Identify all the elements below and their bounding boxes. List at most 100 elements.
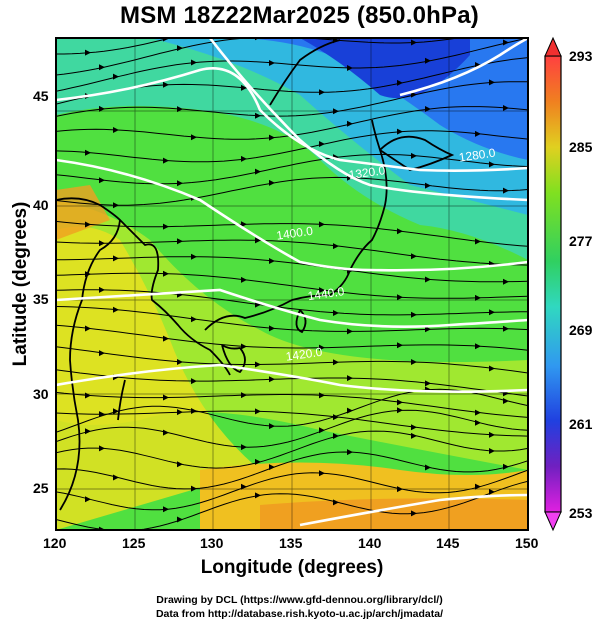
streamline-arrow bbox=[397, 342, 403, 349]
x-tick-label: 120 bbox=[43, 535, 67, 551]
streamline-arrow bbox=[99, 286, 105, 293]
streamline-arrow bbox=[177, 409, 183, 416]
streamline-arrow bbox=[191, 253, 197, 260]
streamline-arrow bbox=[489, 27, 495, 33]
streamline-arrow bbox=[411, 432, 417, 439]
streamline bbox=[56, 38, 461, 76]
streamline-arrow bbox=[269, 59, 275, 66]
streamline-arrow bbox=[85, 428, 91, 435]
streamline-arrow bbox=[177, 238, 183, 245]
streamline-arrow bbox=[503, 278, 509, 285]
streamline-arrow bbox=[241, 155, 247, 162]
streamline-arrow bbox=[425, 464, 431, 471]
streamline-arrow bbox=[347, 328, 353, 335]
streamline-arrow bbox=[85, 49, 91, 56]
y-tick-label: 25 bbox=[33, 480, 49, 496]
streamline-arrow bbox=[503, 39, 509, 46]
streamline-arrow bbox=[347, 64, 353, 71]
streamline-arrow bbox=[255, 237, 261, 244]
streamline-arrow bbox=[177, 45, 183, 52]
streamline bbox=[56, 409, 528, 448]
streamline-arrow bbox=[85, 221, 91, 228]
streamline-arrow bbox=[241, 221, 247, 228]
streamline bbox=[56, 451, 528, 490]
streamline bbox=[56, 289, 528, 316]
streamline-arrow bbox=[319, 427, 325, 434]
streamline-arrow bbox=[333, 499, 339, 506]
streamline bbox=[56, 306, 528, 332]
streamline-arrow bbox=[503, 325, 509, 332]
plot-frame bbox=[55, 37, 529, 531]
streamline-arrow bbox=[475, 343, 481, 350]
streamline-arrow bbox=[241, 276, 247, 283]
streamline-arrow bbox=[397, 79, 403, 86]
streamline bbox=[56, 239, 528, 266]
streamline-arrow bbox=[333, 414, 339, 421]
streamline-arrow bbox=[475, 238, 481, 245]
streamline-arrow bbox=[397, 14, 403, 20]
streamline-arrow bbox=[475, 61, 481, 68]
streamline-arrow bbox=[397, 486, 403, 493]
streamline-arrow bbox=[269, 376, 275, 383]
streamline-arrow bbox=[489, 488, 495, 495]
x-axis-label: Longitude (degrees) bbox=[200, 557, 384, 578]
x-tick-label: 125 bbox=[122, 535, 146, 551]
streamline-arrow bbox=[425, 105, 431, 112]
streamline-arrow bbox=[99, 177, 105, 184]
streamline-arrow bbox=[425, 57, 431, 64]
streamline-arrow bbox=[475, 409, 481, 416]
y-axis-label: Latitude (degrees) bbox=[10, 201, 31, 367]
streamline-arrow bbox=[113, 306, 119, 313]
streamline-arrow bbox=[319, 392, 325, 399]
streamline-arrow bbox=[347, 449, 353, 456]
streamline-arrow bbox=[397, 399, 403, 406]
streamline-arrow bbox=[113, 474, 119, 481]
streamline-arrow bbox=[397, 228, 403, 235]
streamline-arrow bbox=[269, 464, 275, 471]
streamline-arrow bbox=[163, 81, 169, 88]
streamline-arrow bbox=[269, 258, 275, 265]
streamline-arrow bbox=[411, 311, 417, 318]
streamline-arrow bbox=[113, 126, 119, 133]
streamline-arrow bbox=[163, 429, 169, 436]
streamline-arrow bbox=[425, 182, 431, 189]
streamline-arrow bbox=[411, 152, 417, 159]
colorbar-tick-label: 261 bbox=[569, 416, 593, 432]
colorbar-tick-label: 253 bbox=[569, 505, 593, 521]
streamline bbox=[56, 430, 528, 469]
streamline-arrow bbox=[241, 16, 247, 22]
streamline-arrow bbox=[99, 445, 105, 452]
x-tick-label: 140 bbox=[358, 535, 382, 551]
streamline-arrow bbox=[347, 375, 353, 382]
streamline-arrow bbox=[255, 408, 261, 415]
streamline-arrow bbox=[489, 447, 495, 454]
chart-title: MSM 18Z22Mar2025 (850.0hPa) bbox=[120, 2, 479, 29]
streamline-arrow bbox=[489, 79, 495, 86]
streamline-arrow bbox=[241, 444, 247, 451]
streamline-arrow bbox=[255, 112, 261, 119]
streamline-arrow bbox=[475, 130, 481, 137]
streamline-arrow bbox=[113, 73, 119, 80]
streamline-arrow bbox=[333, 243, 339, 250]
y-tick-label: 35 bbox=[33, 291, 49, 307]
streamline-arrow bbox=[269, 423, 275, 430]
streamline-arrow bbox=[475, 419, 481, 426]
streamline-arrow bbox=[319, 141, 325, 148]
streamline-arrow bbox=[489, 309, 495, 316]
streamline-arrow bbox=[85, 496, 91, 503]
streamline-arrow bbox=[99, 411, 105, 418]
wind-streamlines bbox=[56, 14, 528, 530]
streamline bbox=[56, 480, 528, 530]
contour-label: 1320.0 bbox=[348, 163, 387, 182]
streamline-arrow bbox=[425, 326, 431, 333]
streamline-arrow bbox=[85, 149, 91, 156]
contour-labels: 1280.0 1320.0 1400.0 1440.0 1420.0 bbox=[275, 146, 496, 364]
streamline-arrow bbox=[191, 407, 197, 414]
streamline-arrow bbox=[425, 276, 431, 283]
streamline-arrow bbox=[319, 287, 325, 294]
streamline-arrow bbox=[163, 335, 169, 342]
streamline bbox=[56, 272, 528, 299]
streamline-arrow bbox=[241, 483, 247, 490]
streamline-arrow bbox=[113, 408, 119, 415]
streamline-arrow bbox=[163, 223, 169, 230]
